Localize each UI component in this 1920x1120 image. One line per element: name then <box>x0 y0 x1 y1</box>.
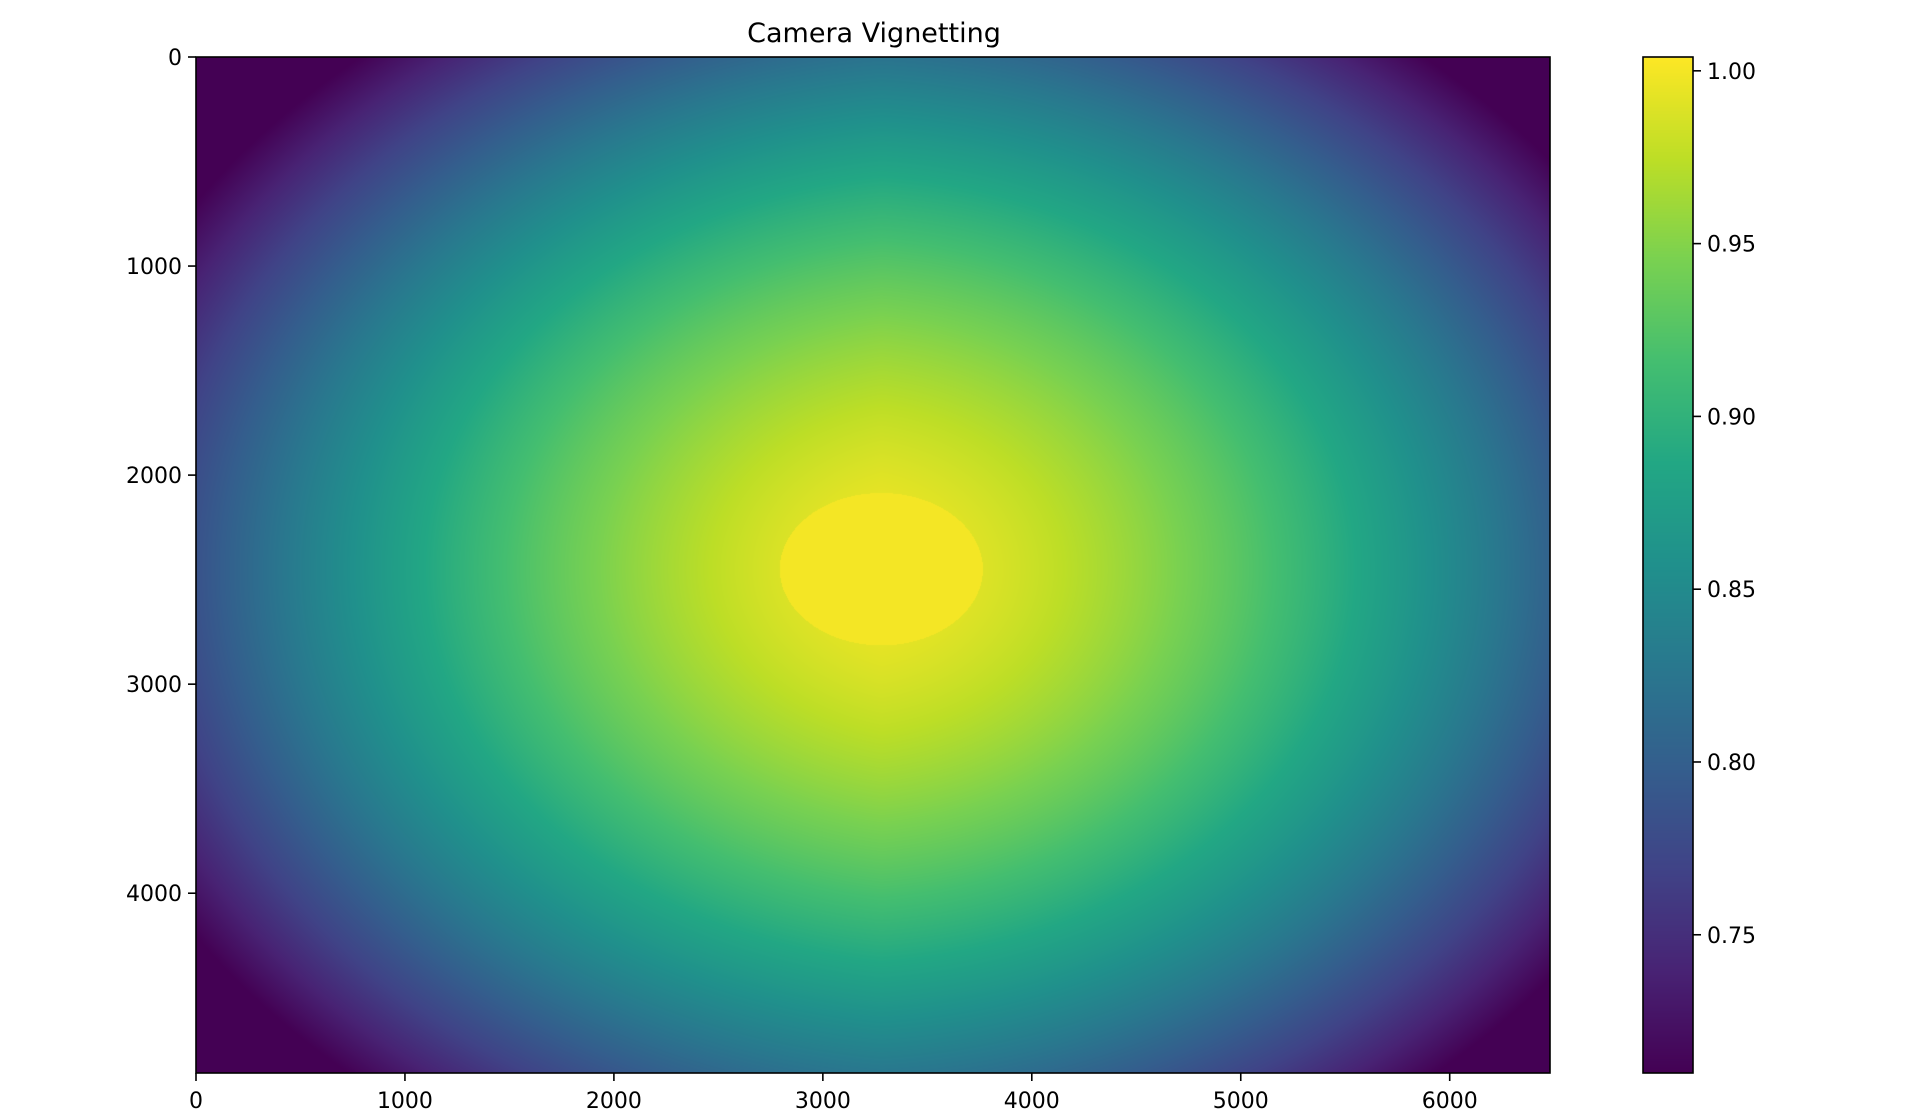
x-tick-label: 4000 <box>1004 1089 1060 1114</box>
y-tick-label: 1000 <box>126 255 182 280</box>
y-axis: 0 1000 2000 3000 4000 <box>126 46 196 907</box>
x-tick-label: 1000 <box>377 1089 433 1114</box>
colorbar-tick-label: 0.80 <box>1707 751 1756 776</box>
colorbar-ticks: 0.75 0.80 0.85 0.90 0.95 1.00 <box>1693 60 1756 949</box>
colorbar-tick-label: 0.75 <box>1707 924 1756 949</box>
colorbar-tick-label: 0.95 <box>1707 233 1756 258</box>
chart-title: Camera Vignetting <box>747 18 1001 49</box>
colorbar-tick-label: 1.00 <box>1707 60 1756 85</box>
heatmap-area <box>195 56 1551 1074</box>
colorbar-tick-label: 0.85 <box>1707 578 1756 603</box>
colorbar: 0.75 0.80 0.85 0.90 0.95 1.00 <box>1642 56 1756 1074</box>
y-tick-label: 3000 <box>126 673 182 698</box>
x-tick-label: 3000 <box>795 1089 851 1114</box>
x-tick-label: 0 <box>189 1089 203 1114</box>
plot-frame <box>195 56 1551 1074</box>
colorbar-gradient <box>1643 57 1693 1073</box>
x-tick-label: 6000 <box>1422 1089 1478 1114</box>
colorbar-frame <box>1642 56 1694 1074</box>
y-tick-label: 2000 <box>126 464 182 489</box>
y-tick-label: 0 <box>168 46 182 71</box>
x-tick-label: 5000 <box>1213 1089 1269 1114</box>
x-axis: 0 1000 2000 3000 4000 5000 6000 <box>189 1073 1478 1114</box>
heatmap-image <box>196 57 1550 1073</box>
x-tick-label: 2000 <box>586 1089 642 1114</box>
colorbar-tick-label: 0.90 <box>1707 405 1756 430</box>
y-tick-label: 4000 <box>126 882 182 907</box>
